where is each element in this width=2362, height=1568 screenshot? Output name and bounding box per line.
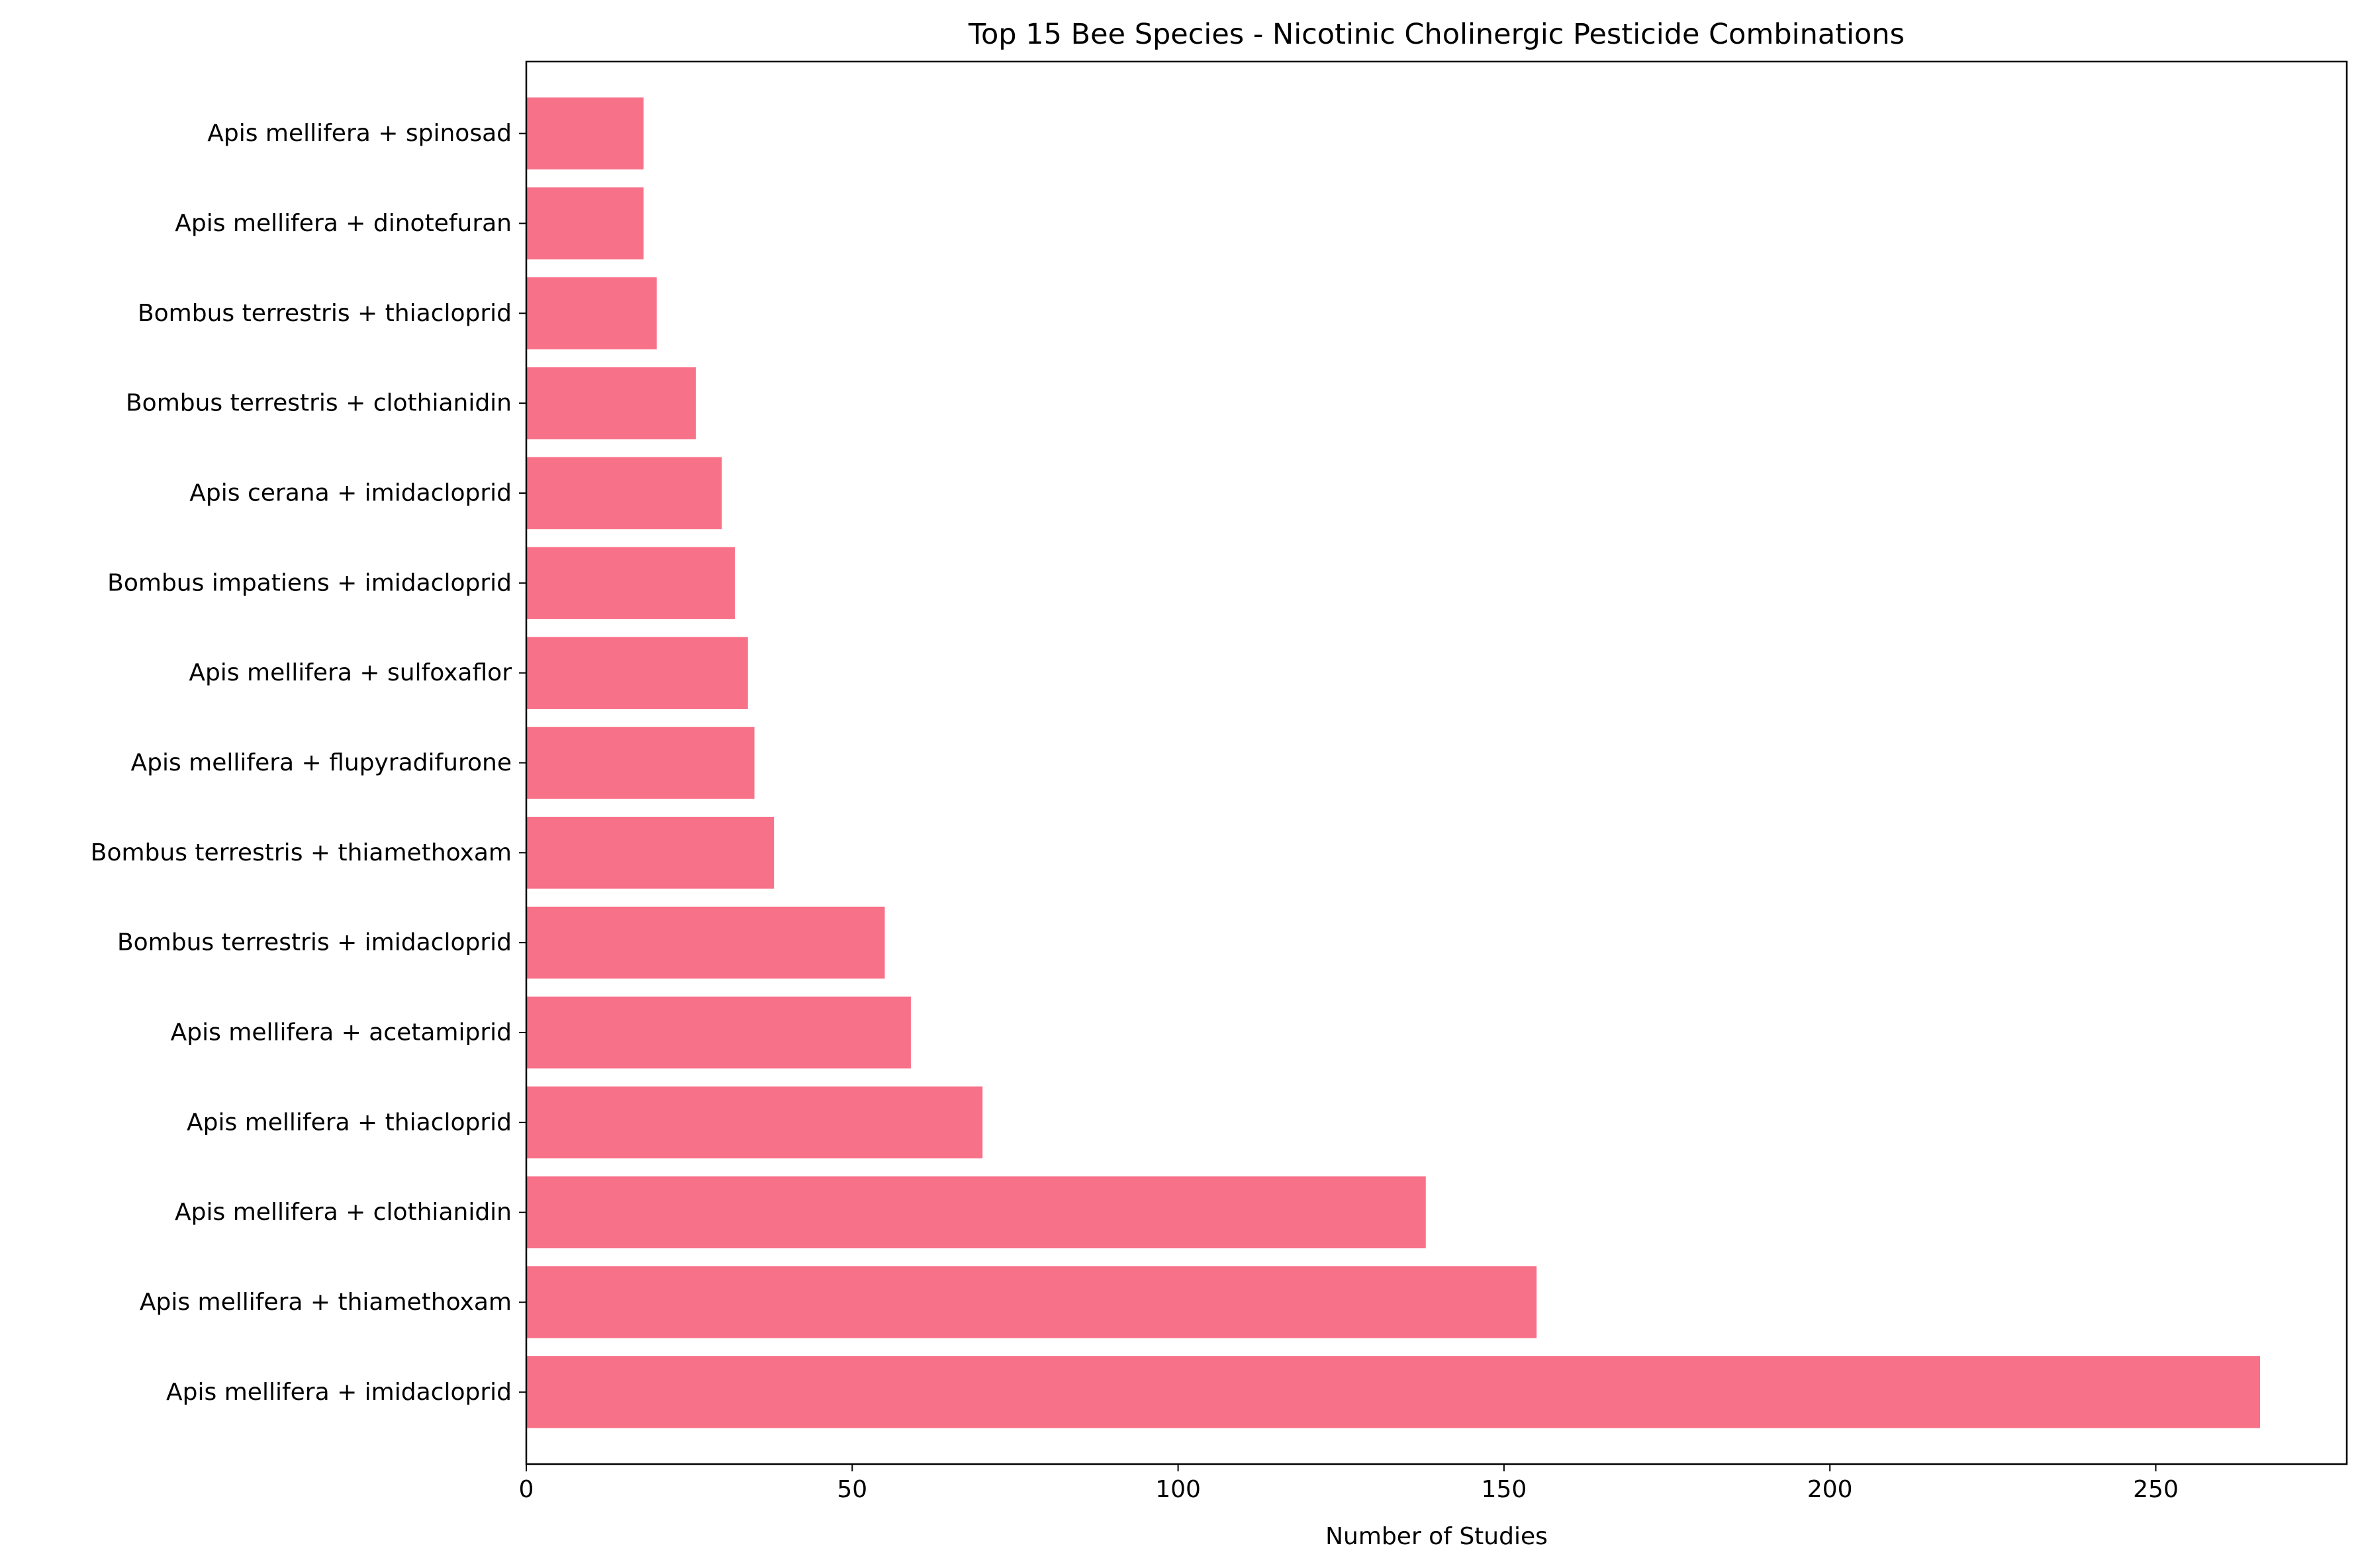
x-tick-label: 150 [1482,1476,1527,1503]
y-tick-label: Bombus terrestris + thiamethoxam [91,839,512,866]
bar [526,457,722,530]
y-tick-label: Apis mellifera + sulfoxaflor [189,659,512,686]
bar [526,1266,1537,1338]
y-tick-label: Bombus terrestris + imidacloprid [117,929,512,956]
x-axis-title: Number of Studies [1325,1523,1548,1550]
y-tick-label: Bombus terrestris + thiacloprid [138,300,512,327]
chart-title: Top 15 Bee Species - Nicotinic Cholinerg… [968,18,1905,51]
y-tick-label: Apis mellifera + imidacloprid [166,1379,512,1406]
bar [526,906,885,979]
bar [526,547,735,620]
plot-frame [525,60,2348,1465]
y-tick-label: Bombus impatiens + imidacloprid [107,569,512,596]
y-tick-label: Apis mellifera + thiamethoxam [140,1289,512,1316]
y-tick-label: Apis cerana + imidacloprid [189,480,512,507]
y-tick-label: Apis mellifera + thiacloprid [187,1109,512,1136]
bar [526,97,644,169]
bar [526,1086,983,1159]
y-tick-label: Apis mellifera + spinosad [207,120,512,147]
x-tick-label: 200 [1807,1476,1853,1503]
bar [526,277,657,349]
x-tick-label: 0 [519,1476,534,1503]
y-tick-label: Apis mellifera + flupyradifurone [131,749,512,776]
bar [526,187,644,259]
x-tick-label: 50 [837,1476,867,1503]
x-tick-label: 250 [2133,1476,2179,1503]
bar [526,727,755,799]
bar [526,367,696,439]
bar [526,1176,1426,1248]
ticks-layer: Apis mellifera + imidacloprid Apis mellif… [91,120,2179,1503]
y-tick-label: Apis mellifera + dinotefuran [175,210,512,237]
y-tick-label: Apis mellifera + clothianidin [175,1199,512,1226]
bar [526,996,911,1069]
y-tick-label: Bombus terrestris + clothianidin [126,390,512,417]
y-tick-label: Apis mellifera + acetamiprid [171,1019,512,1046]
x-tick-label: 100 [1155,1476,1201,1503]
bars-layer [526,97,2261,1428]
bar [526,637,748,709]
bar [526,1356,2261,1428]
bar [526,817,775,889]
